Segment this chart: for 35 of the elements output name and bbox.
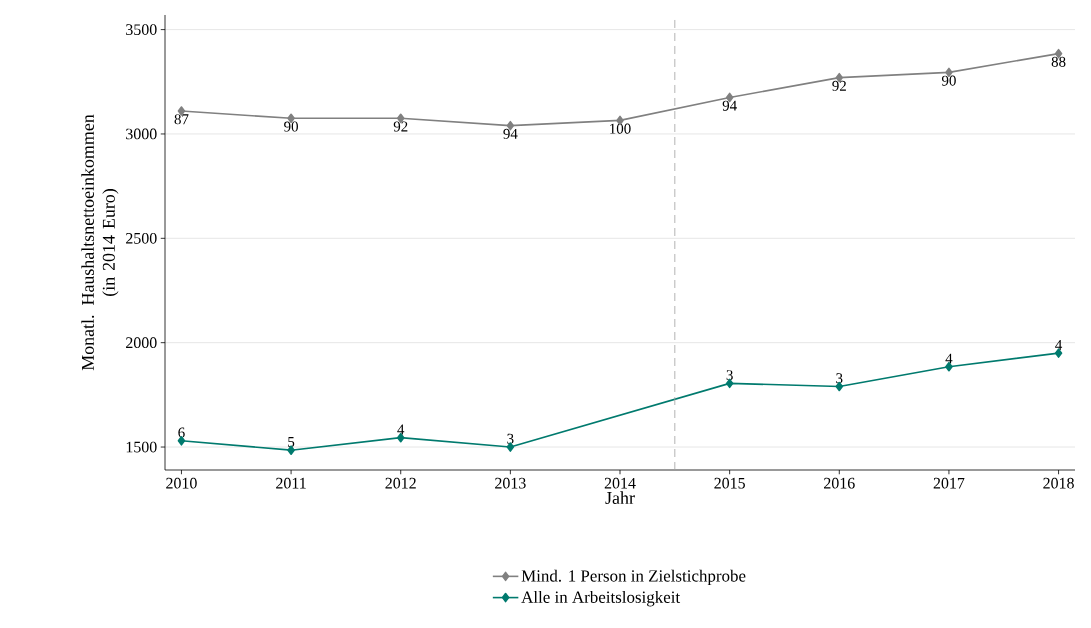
annotation: 92 bbox=[832, 80, 846, 91]
annotation: 87 bbox=[174, 114, 189, 125]
x-tick-label: 2011 bbox=[276, 477, 306, 489]
y-tick-label: 3000 bbox=[126, 128, 157, 140]
annotation: 100 bbox=[610, 123, 631, 134]
annotation: 90 bbox=[941, 75, 956, 86]
legend-label: Alle in Arbeitslosigkeit bbox=[521, 590, 681, 607]
annotation: 3 bbox=[836, 373, 843, 384]
annotation: 88 bbox=[1051, 56, 1066, 67]
y-axis-title: Monatl. Haushaltsnettoeinkommen (in 2014 Euro) bbox=[81, 114, 119, 371]
x-tick-label: 2012 bbox=[385, 477, 416, 489]
y-tick-label: 2500 bbox=[126, 232, 157, 244]
annotation: 4 bbox=[945, 353, 953, 364]
x-tick-label: 2017 bbox=[933, 477, 965, 489]
annotation: 3 bbox=[507, 433, 514, 444]
annotation: 4 bbox=[397, 424, 405, 435]
x-tick-label: 2014 bbox=[604, 477, 636, 489]
annotation: 4 bbox=[1055, 340, 1063, 350]
annotation: 94 bbox=[722, 100, 737, 111]
annotation: 94 bbox=[503, 128, 518, 139]
y-tick-label: 1500 bbox=[126, 441, 157, 453]
y-tick-label: 2000 bbox=[126, 337, 157, 349]
annotation: 92 bbox=[393, 121, 408, 132]
y-tick-label: 3500 bbox=[126, 24, 157, 35]
x-tick-label: 2018 bbox=[1043, 477, 1074, 489]
annotation: 90 bbox=[284, 121, 298, 132]
annotation: 6 bbox=[178, 427, 185, 438]
x-tick-label: 2010 bbox=[166, 477, 197, 489]
legend-label: Mind. 1 Person in Zielstichprobe bbox=[521, 569, 746, 586]
x-tick-label: 2016 bbox=[824, 477, 855, 489]
x-tick-label: 2013 bbox=[495, 477, 526, 489]
x-axis-title: Jahr bbox=[605, 491, 635, 504]
annotation: 3 bbox=[726, 370, 733, 381]
x-tick-label: 2015 bbox=[714, 477, 745, 489]
annotation: 5 bbox=[288, 437, 295, 447]
